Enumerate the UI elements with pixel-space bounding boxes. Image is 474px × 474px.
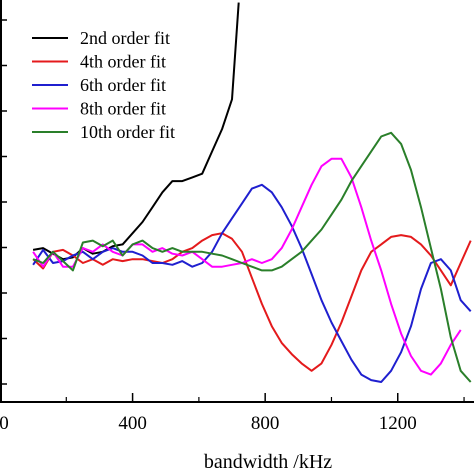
series-layer (32, 2, 472, 383)
legend-label: 8th order fit (80, 99, 166, 119)
legend-label: 4th order fit (80, 52, 166, 72)
legend-label: 2nd order fit (80, 28, 170, 48)
series-line-3 (32, 183, 472, 383)
x-tick-label: 800 (251, 413, 280, 434)
series-line-2 (32, 232, 472, 372)
series-line-5 (32, 131, 472, 383)
x-tick-label: 400 (118, 413, 147, 434)
x-tick-label: 1200 (379, 413, 417, 434)
x-axis-title: bandwidth /kHz (204, 451, 332, 473)
legend-label: 10th order fit (80, 122, 175, 142)
legend: 2nd order fit 4th order fit 6th order fit 8… (32, 28, 175, 142)
axes-layer: 0 400 800 1200 (0, 0, 474, 434)
x-tick-label: 0 (0, 413, 9, 434)
legend-label: 6th order fit (80, 75, 166, 95)
